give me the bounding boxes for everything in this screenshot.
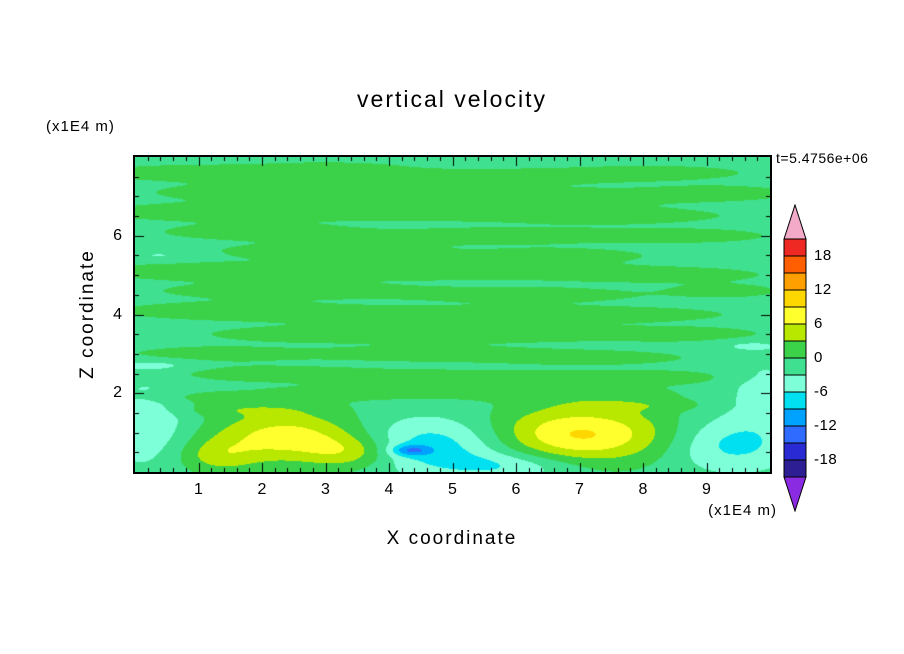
colorbar-segment bbox=[783, 238, 807, 257]
x-axis-unit-label: (x1E4 m) bbox=[708, 502, 777, 519]
z-tick-label: 4 bbox=[113, 305, 122, 323]
plot-area bbox=[133, 155, 772, 474]
x-tick-label: 1 bbox=[194, 481, 203, 498]
x-tick-label: 2 bbox=[257, 481, 267, 498]
x-tick-label: 9 bbox=[702, 481, 711, 498]
x-tick-label: 6 bbox=[511, 481, 521, 498]
x-tick-label: 7 bbox=[575, 481, 584, 498]
colorbar-segment bbox=[783, 357, 807, 376]
colorbar-segment bbox=[783, 272, 807, 291]
z-tick-label: 6 bbox=[113, 226, 122, 244]
x-tick-label: 3 bbox=[321, 481, 330, 498]
colorbar-segment bbox=[783, 442, 807, 461]
colorbar-segment bbox=[783, 459, 807, 478]
time-annotation: t=5.4756e+06 bbox=[776, 150, 869, 166]
z-axis-unit-label: (x1E4 m) bbox=[46, 118, 115, 135]
colorbar-tick-label: 0 bbox=[814, 349, 823, 366]
colorbar-tick-label: 6 bbox=[814, 315, 823, 332]
colorbar-tick-label: -6 bbox=[814, 383, 829, 400]
colorbar-segment bbox=[783, 255, 807, 274]
colorbar-tick-label: -12 bbox=[814, 417, 838, 434]
colorbar-segment bbox=[783, 374, 807, 393]
colorbar-segment bbox=[783, 340, 807, 359]
z-tick-label: 2 bbox=[113, 384, 122, 402]
colorbar-segment bbox=[783, 289, 807, 308]
colorbar-under-arrow bbox=[783, 476, 807, 513]
colorbar-segment bbox=[783, 306, 807, 325]
x-tick-label: 4 bbox=[384, 481, 394, 498]
plot-title: vertical velocity bbox=[357, 86, 547, 112]
colorbar-tick-label: -18 bbox=[814, 451, 838, 468]
colorbar-tick-label: 18 bbox=[814, 247, 832, 264]
colorbar-segment bbox=[783, 408, 807, 427]
colorbar bbox=[783, 203, 809, 514]
colorbar-tick-label: 12 bbox=[814, 281, 832, 298]
colorbar-over-arrow bbox=[783, 203, 807, 240]
colorbar-segment bbox=[783, 425, 807, 444]
x-axis-title: X coordinate bbox=[386, 528, 518, 549]
colorbar-segment bbox=[783, 323, 807, 342]
x-tick-label: 8 bbox=[638, 481, 648, 498]
contour-field-canvas bbox=[135, 157, 770, 472]
x-tick-label: 5 bbox=[448, 481, 457, 498]
colorbar-scale bbox=[783, 203, 807, 513]
colorbar-segment bbox=[783, 391, 807, 410]
